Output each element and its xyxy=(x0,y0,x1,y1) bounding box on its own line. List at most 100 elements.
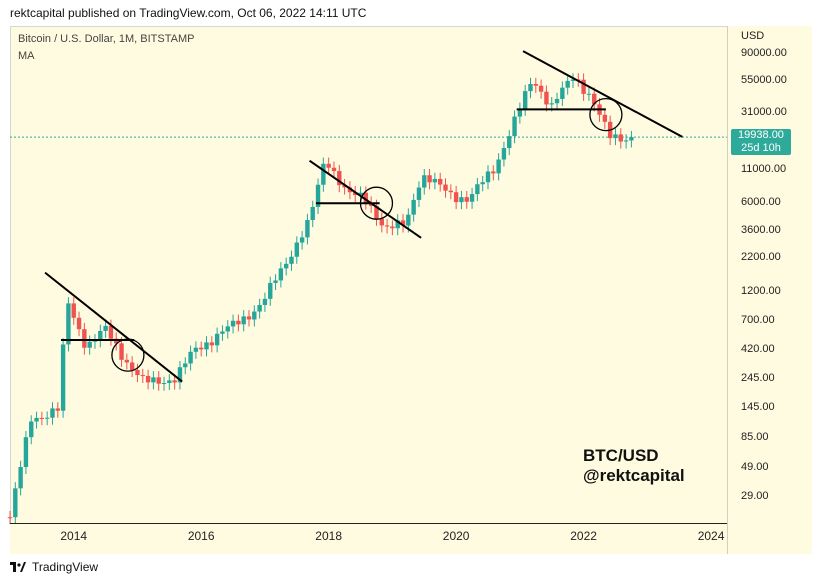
descending-trendline[interactable] xyxy=(522,50,683,138)
candle-down[interactable] xyxy=(363,192,369,203)
candle-up[interactable] xyxy=(98,330,103,341)
candle-up[interactable] xyxy=(161,383,167,385)
candle-up[interactable] xyxy=(60,344,66,411)
candle-down[interactable] xyxy=(326,163,331,168)
candle-down[interactable] xyxy=(427,175,432,183)
candle-up[interactable] xyxy=(13,488,18,518)
candle-up[interactable] xyxy=(44,417,50,419)
candle-down[interactable] xyxy=(379,218,384,226)
candle-down[interactable] xyxy=(400,220,406,226)
candle-down[interactable] xyxy=(384,225,390,227)
candle-down[interactable] xyxy=(618,134,623,142)
breakout-circle[interactable] xyxy=(111,338,145,372)
candle-up[interactable] xyxy=(204,342,209,350)
candle-up[interactable] xyxy=(496,159,501,174)
candle-up[interactable] xyxy=(167,380,172,384)
candle-up[interactable] xyxy=(92,340,98,342)
candle-up[interactable] xyxy=(480,182,485,185)
candle-up[interactable] xyxy=(517,108,523,117)
candle-up[interactable] xyxy=(23,437,29,468)
breakout-circle[interactable] xyxy=(359,186,394,220)
candle-up[interactable] xyxy=(586,93,592,95)
candle-down[interactable] xyxy=(209,342,215,346)
candle-up[interactable] xyxy=(629,137,634,141)
candle-down[interactable] xyxy=(71,303,76,318)
candle-up[interactable] xyxy=(613,134,618,139)
candle-down[interactable] xyxy=(337,171,342,186)
candle-up[interactable] xyxy=(321,163,326,185)
candle-up[interactable] xyxy=(528,84,533,92)
candle-up[interactable] xyxy=(273,280,278,283)
candle-up[interactable] xyxy=(241,316,246,325)
candle-down[interactable] xyxy=(331,167,337,172)
candle-down[interactable] xyxy=(124,359,130,363)
candle-up[interactable] xyxy=(29,421,34,438)
candle-down[interactable] xyxy=(491,171,496,174)
candle-up[interactable] xyxy=(252,311,257,320)
candle-down[interactable] xyxy=(236,320,241,325)
candle-up[interactable] xyxy=(34,417,39,422)
candle-up[interactable] xyxy=(411,199,416,215)
candle-up[interactable] xyxy=(623,140,629,142)
candle-up[interactable] xyxy=(193,347,199,352)
candle-down[interactable] xyxy=(7,517,13,519)
time-axis[interactable] xyxy=(10,523,727,554)
candle-up[interactable] xyxy=(257,304,262,312)
candle-up[interactable] xyxy=(103,325,108,331)
candle-down[interactable] xyxy=(374,205,379,219)
candle-up[interactable] xyxy=(66,303,71,345)
candle-up[interactable] xyxy=(416,187,422,200)
candle-up[interactable] xyxy=(469,194,475,202)
candle-up[interactable] xyxy=(522,91,528,109)
candle-down[interactable] xyxy=(55,408,60,411)
descending-trendline[interactable] xyxy=(44,271,183,383)
candle-up[interactable] xyxy=(560,87,565,99)
candle-down[interactable] xyxy=(135,369,140,376)
candle-up[interactable] xyxy=(177,367,183,383)
candle-down[interactable] xyxy=(347,187,353,193)
candle-down[interactable] xyxy=(453,192,459,203)
candle-up[interactable] xyxy=(305,220,310,238)
candle-up[interactable] xyxy=(225,326,230,332)
candle-down[interactable] xyxy=(602,114,608,122)
candle-up[interactable] xyxy=(268,282,273,299)
candle-down[interactable] xyxy=(544,91,549,105)
candle-up[interactable] xyxy=(554,98,560,104)
candle-down[interactable] xyxy=(39,417,45,419)
candle-up[interactable] xyxy=(565,80,570,88)
candle-up[interactable] xyxy=(395,220,400,229)
candle-up[interactable] xyxy=(87,341,92,348)
candle-up[interactable] xyxy=(50,408,55,418)
candle-down[interactable] xyxy=(533,84,538,86)
candle-up[interactable] xyxy=(549,103,554,105)
candle-down[interactable] xyxy=(119,343,124,360)
candle-down[interactable] xyxy=(538,85,544,92)
price-axis[interactable] xyxy=(727,26,812,554)
candle-down[interactable] xyxy=(76,317,82,330)
footer-brand[interactable]: TradingView xyxy=(10,560,98,574)
candle-down[interactable] xyxy=(246,316,252,320)
candle-down[interactable] xyxy=(108,325,114,339)
candle-up[interactable] xyxy=(151,377,156,383)
candle-down[interactable] xyxy=(156,377,161,384)
candle-down[interactable] xyxy=(172,380,177,383)
candle-down[interactable] xyxy=(448,190,454,193)
candle-up[interactable] xyxy=(485,171,491,183)
candle-up[interactable] xyxy=(512,116,517,137)
candle-up[interactable] xyxy=(475,184,480,195)
descending-trendline[interactable] xyxy=(308,159,422,239)
breakout-circle[interactable] xyxy=(589,97,623,132)
candle-up[interactable] xyxy=(278,268,284,281)
candle-up[interactable] xyxy=(18,467,23,489)
candle-down[interactable] xyxy=(82,329,87,348)
candle-down[interactable] xyxy=(464,197,469,202)
candle-up[interactable] xyxy=(299,237,305,243)
candle-up[interactable] xyxy=(358,192,363,196)
candle-up[interactable] xyxy=(459,197,464,203)
candle-up[interactable] xyxy=(294,242,299,257)
candle-up[interactable] xyxy=(406,214,411,226)
candle-up[interactable] xyxy=(570,79,576,81)
candle-down[interactable] xyxy=(342,185,347,188)
candle-up[interactable] xyxy=(230,320,236,327)
